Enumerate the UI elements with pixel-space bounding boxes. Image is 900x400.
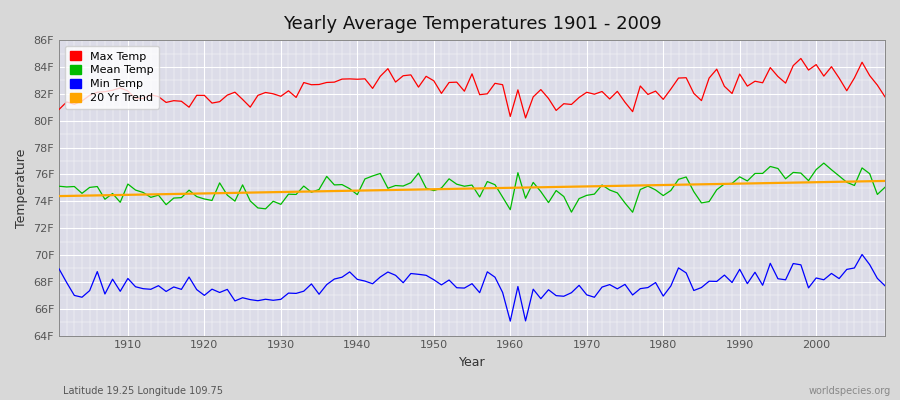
Legend: Max Temp, Mean Temp, Min Temp, 20 Yr Trend: Max Temp, Mean Temp, Min Temp, 20 Yr Tre… (65, 46, 159, 108)
Text: worldspecies.org: worldspecies.org (809, 386, 891, 396)
Title: Yearly Average Temperatures 1901 - 2009: Yearly Average Temperatures 1901 - 2009 (283, 15, 662, 33)
Y-axis label: Temperature: Temperature (15, 148, 28, 228)
X-axis label: Year: Year (459, 356, 485, 369)
Text: Latitude 19.25 Longitude 109.75: Latitude 19.25 Longitude 109.75 (63, 386, 223, 396)
